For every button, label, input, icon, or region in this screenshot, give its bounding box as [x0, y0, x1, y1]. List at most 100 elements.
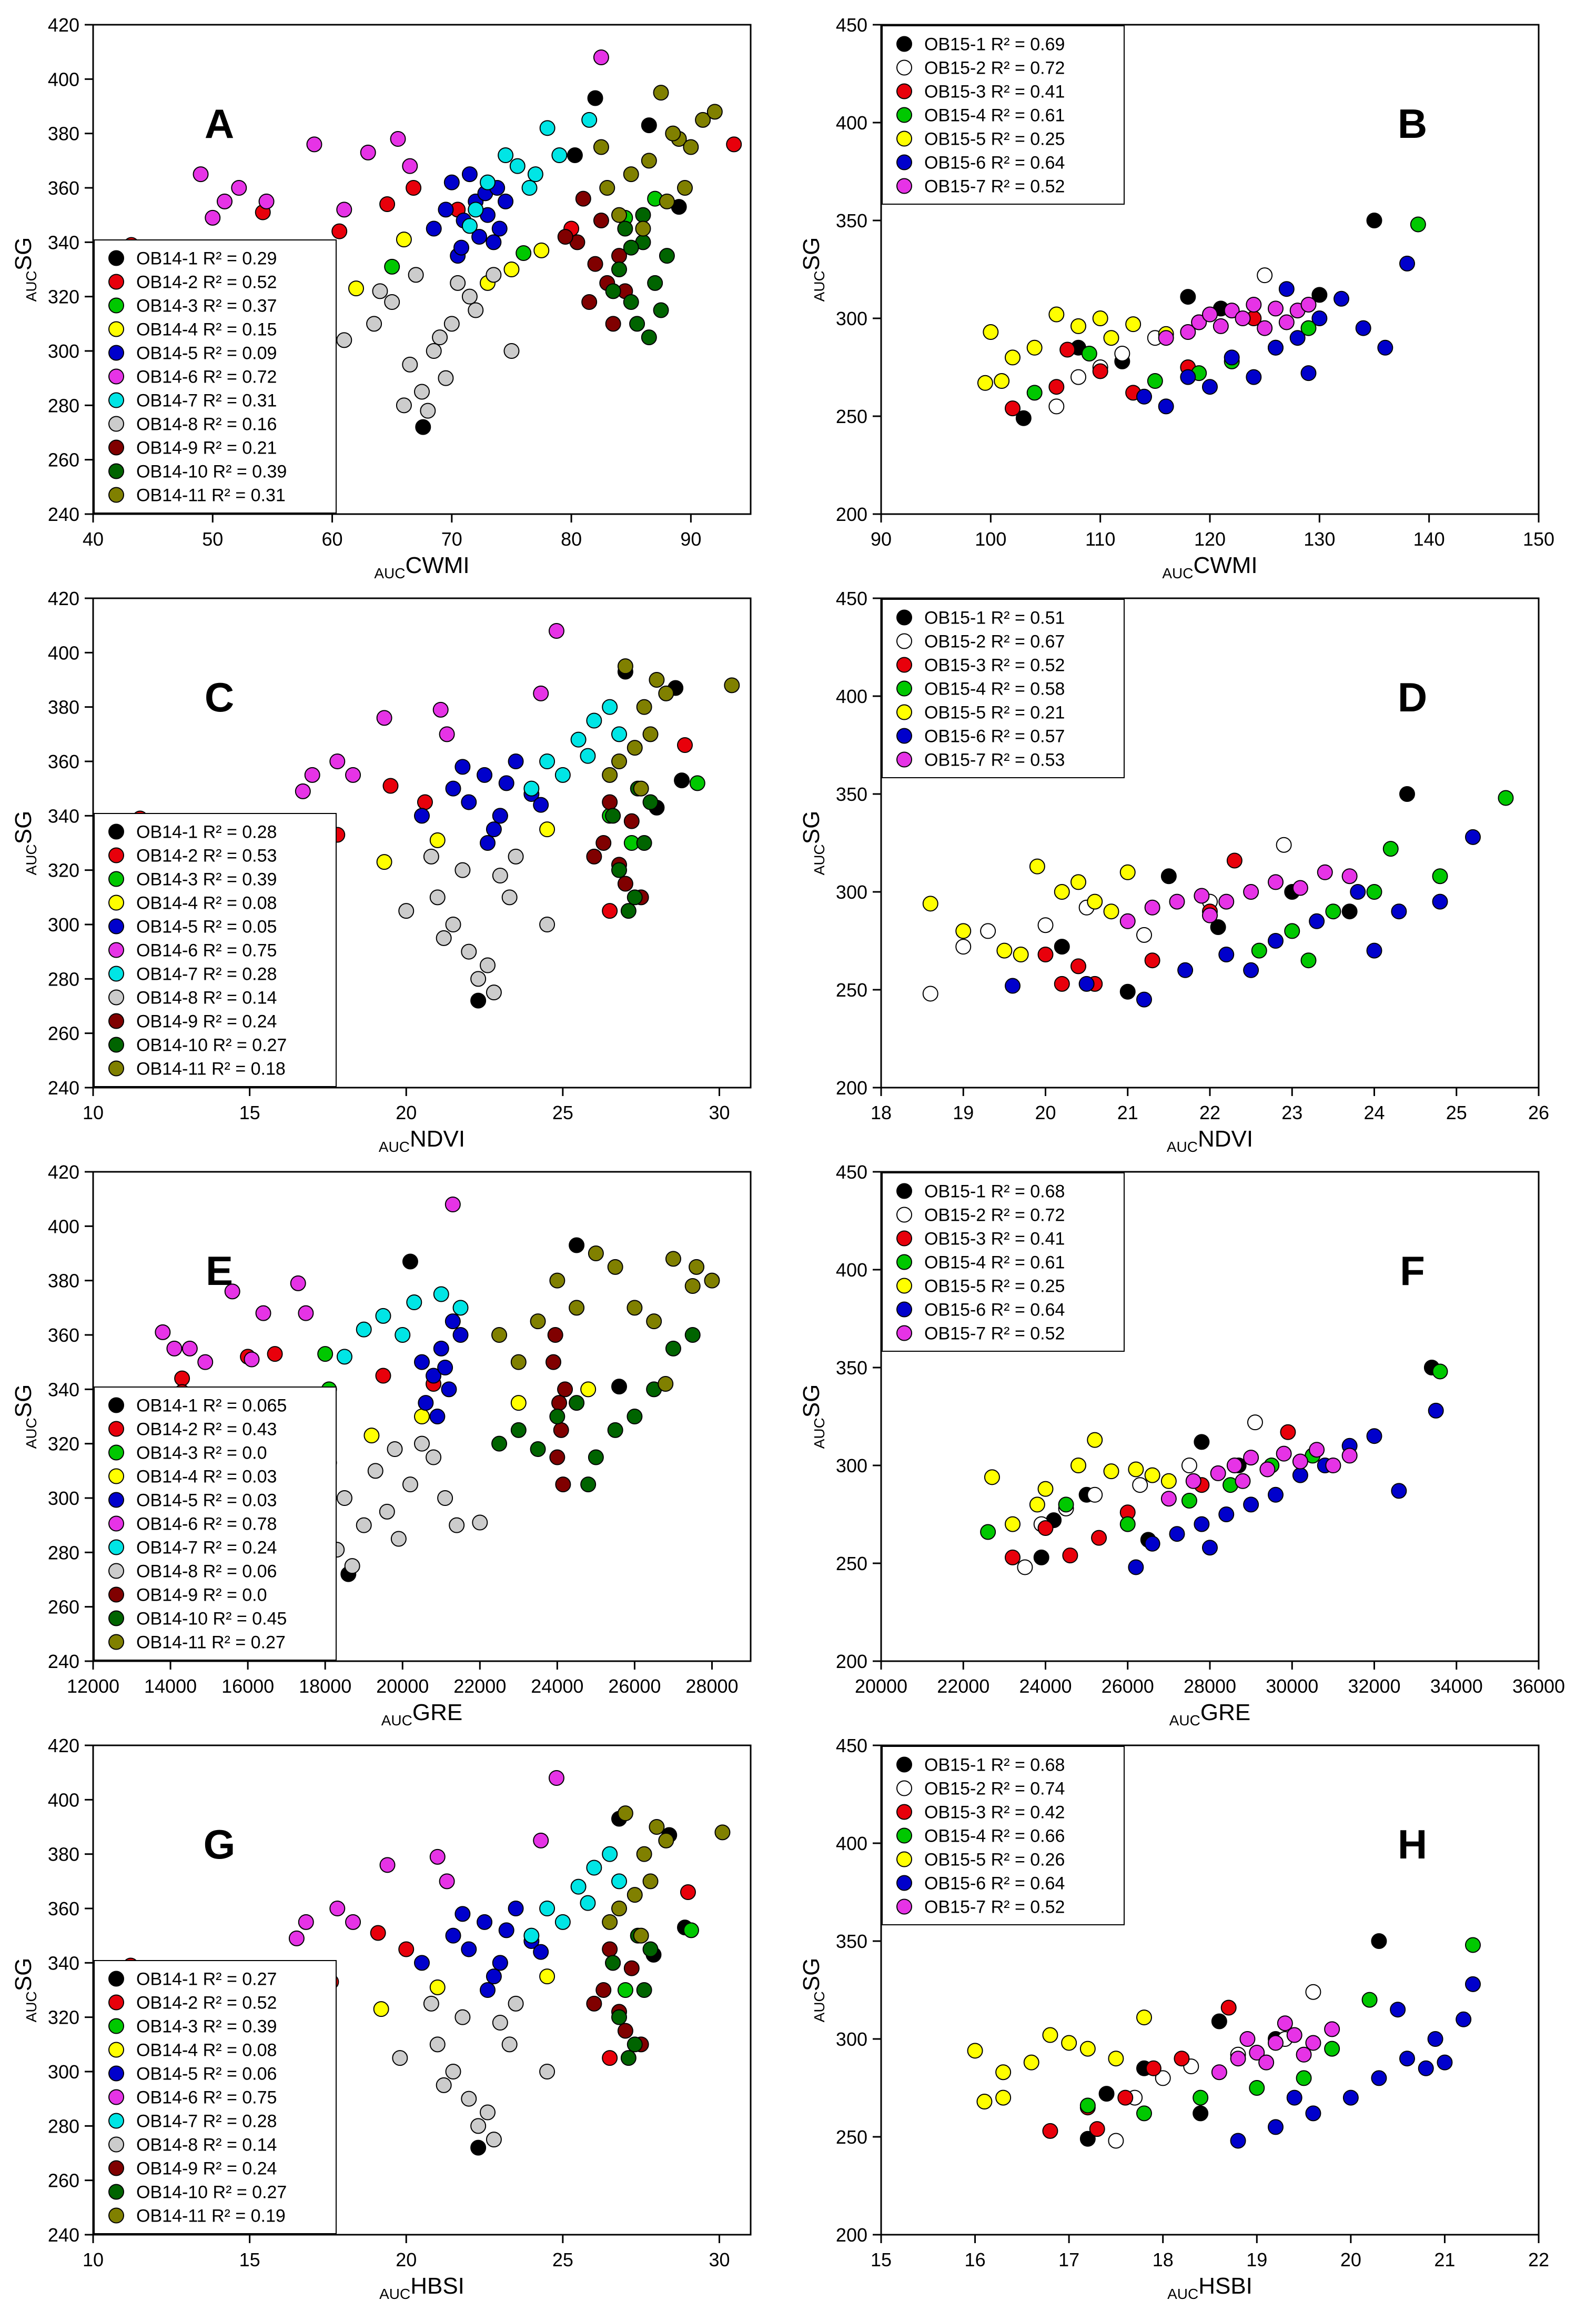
data-point: [1037, 947, 1054, 963]
data-point: [402, 1476, 418, 1493]
data-point: [1061, 2035, 1077, 2051]
legend-label: OB15-7 R² = 0.53: [924, 750, 1065, 770]
data-point: [967, 2043, 983, 2059]
legend-label: OB14-7 R² = 0.24: [136, 1538, 277, 1558]
legend-marker: [108, 1468, 124, 1484]
data-point: [1235, 1473, 1251, 1489]
data-point: [329, 753, 346, 769]
data-point: [376, 854, 392, 870]
data-point: [1300, 952, 1317, 969]
data-point: [498, 1922, 514, 1938]
data-point: [1286, 2027, 1302, 2043]
data-point: [329, 1901, 346, 1916]
data-point: [395, 1327, 411, 1343]
data-point: [1286, 2089, 1302, 2106]
legend: OB14-1 R² = 0.28 OB14-2 R² = 0.53 OB14-3 R…: [94, 813, 337, 1087]
legend-marker: [896, 609, 912, 626]
data-point: [983, 324, 999, 340]
data-point: [1181, 1492, 1197, 1509]
data-point: [379, 1857, 396, 1873]
data-point: [1218, 947, 1235, 963]
legend-label: OB14-5 R² = 0.06: [136, 2064, 277, 2084]
x-tick-label: 30: [709, 2249, 730, 2270]
panel-e: 12000 14000 16000 18000 20000 22000 24000 26000…: [11, 1161, 752, 1729]
data-point: [1211, 2013, 1227, 2029]
data-point: [683, 1922, 699, 1938]
legend-label: OB15-3 R² = 0.41: [924, 1229, 1065, 1249]
data-point: [620, 2050, 637, 2066]
data-point: [653, 85, 669, 101]
legend-box: [94, 239, 337, 514]
data-point: [677, 737, 693, 753]
data-point: [980, 1524, 996, 1540]
data-point: [605, 808, 621, 824]
data-point: [503, 343, 520, 359]
data-point: [392, 2050, 408, 2066]
x-tick-label: 140: [1413, 528, 1445, 550]
plot-frame: [92, 1744, 752, 2236]
data-point: [387, 1441, 403, 1457]
data-point: [539, 2064, 555, 2079]
x-tick-label: 18: [871, 1102, 892, 1123]
data-point: [398, 903, 415, 919]
data-point: [605, 283, 621, 299]
legend-marker: [108, 1563, 124, 1579]
series-ob15-5: [984, 1432, 1177, 1532]
data-point: [486, 2132, 502, 2148]
data-point: [1144, 899, 1160, 916]
x-tick-label: 20: [1340, 2249, 1361, 2270]
legend-marker: [108, 966, 124, 982]
legend-marker: [108, 895, 124, 911]
y-axis-label: AUCSG: [11, 1384, 39, 1449]
data-point: [429, 2036, 446, 2053]
data-point: [588, 1245, 604, 1261]
data-point: [548, 1770, 564, 1786]
data-point: [501, 889, 518, 906]
legend-marker: [896, 1254, 912, 1270]
data-point: [486, 984, 502, 1001]
data-point: [1194, 888, 1210, 904]
y-axis-label-main: SG: [799, 1384, 824, 1418]
x-tick-label: 14000: [144, 1675, 197, 1697]
data-point: [602, 2050, 618, 2066]
legend-label: OB14-3 R² = 0.37: [136, 296, 277, 316]
data-point: [1191, 314, 1207, 330]
data-point: [1276, 837, 1292, 853]
y-tick-label: 340: [48, 232, 79, 253]
data-point: [1054, 884, 1070, 900]
data-point: [1246, 296, 1262, 313]
data-point: [641, 329, 657, 346]
data-point: [1070, 369, 1086, 385]
x-axis-label: AUCHSBI: [1167, 2273, 1252, 2302]
data-point: [1070, 958, 1086, 974]
data-point: [1268, 300, 1284, 317]
legend-label: OB15-7 R² = 0.52: [924, 1324, 1065, 1344]
data-point: [1029, 858, 1045, 875]
data-point: [258, 193, 275, 209]
y-axis-label-main: SG: [11, 237, 36, 271]
data-point: [636, 699, 652, 715]
data-point: [366, 316, 382, 332]
data-point: [1048, 379, 1065, 395]
data-point: [414, 808, 430, 824]
data-point: [492, 2015, 508, 2031]
data-point: [627, 1409, 643, 1424]
x-axis-label: AUCCWMI: [374, 552, 469, 581]
y-tick-label: 300: [836, 2028, 867, 2050]
data-point: [523, 780, 540, 797]
legend-marker: [108, 2136, 124, 2153]
x-axis-label-sub: AUC: [381, 1712, 412, 1729]
data-point: [445, 1197, 461, 1212]
data-point: [1224, 303, 1240, 319]
data-point: [611, 1379, 627, 1395]
data-point: [593, 213, 609, 228]
data-point: [1289, 330, 1306, 346]
x-axis-label: AUCNDVI: [379, 1126, 465, 1155]
y-axis-label-main: SG: [11, 1958, 36, 1992]
data-point: [1311, 310, 1328, 326]
x-axis-label: AUCCWMI: [1162, 552, 1257, 581]
data-point: [605, 1955, 621, 1971]
series-ob15-5: [922, 858, 1136, 963]
data-point: [627, 1887, 643, 1903]
y-tick-label: 340: [48, 1952, 79, 1974]
